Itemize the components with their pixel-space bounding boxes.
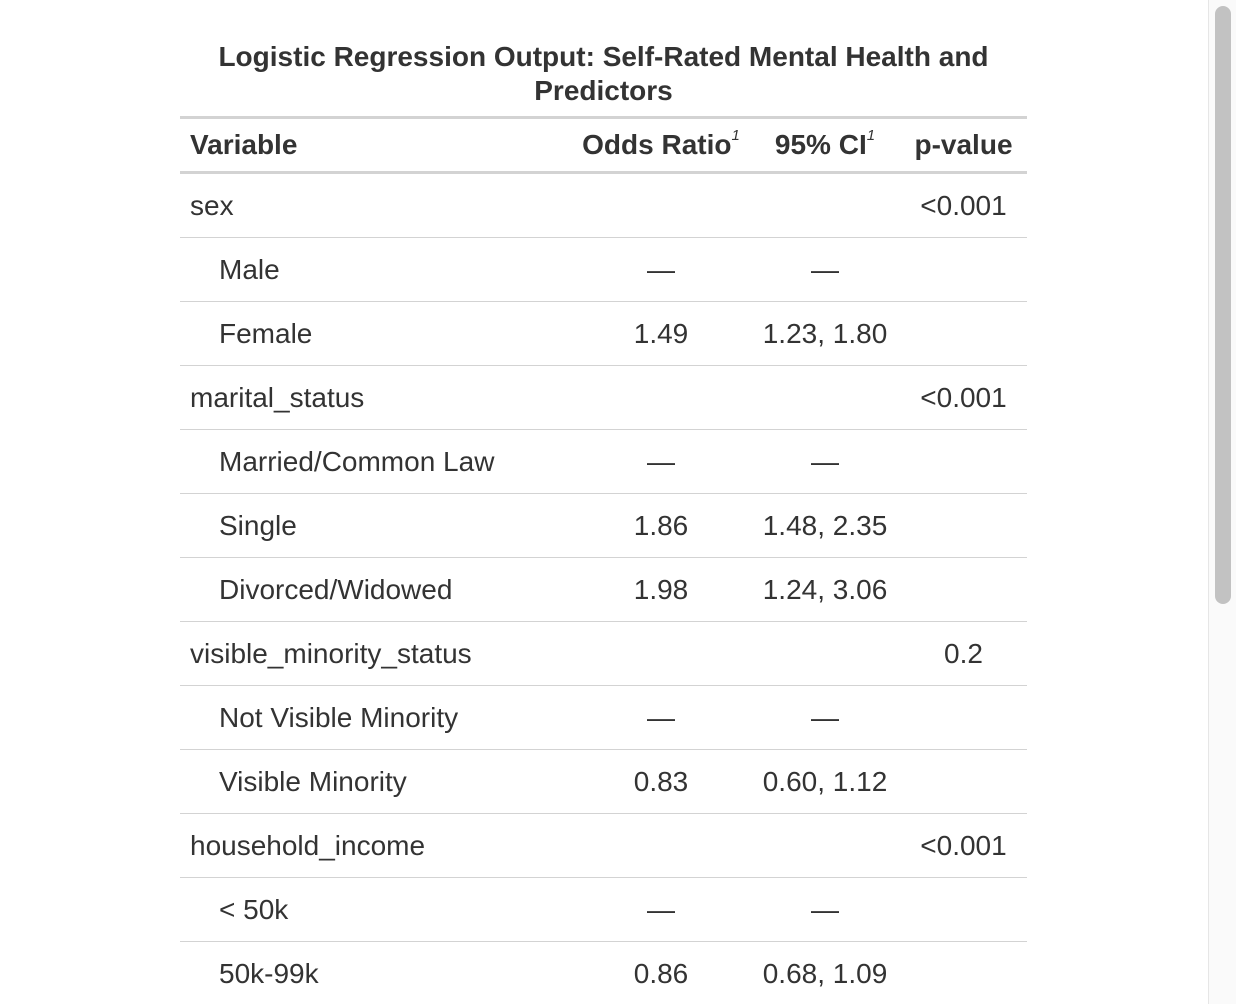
p-value-cell: <0.001 (900, 172, 1027, 238)
ci-cell: — (750, 429, 900, 494)
odds-ratio-cell: 0.83 (572, 749, 750, 814)
p-value-cell (900, 557, 1027, 622)
ci-cell: — (750, 237, 900, 302)
header-ci: 95% CI1 (750, 119, 900, 174)
ci-cell (750, 621, 900, 686)
header-variable: Variable (180, 119, 572, 174)
ci-cell: 0.60, 1.12 (750, 749, 900, 814)
table-row: sex <0.001 (180, 172, 1027, 238)
ci-cell: 1.23, 1.80 (750, 301, 900, 366)
odds-ratio-cell: 1.49 (572, 301, 750, 366)
ci-cell: — (750, 685, 900, 750)
odds-ratio-cell: 1.98 (572, 557, 750, 622)
ci-cell (750, 813, 900, 878)
p-value-cell (900, 685, 1027, 750)
odds-ratio-cell (572, 172, 750, 238)
level-label: Female (180, 301, 572, 366)
variable-label: visible_minority_status (180, 621, 572, 686)
p-value-cell: <0.001 (900, 813, 1027, 878)
scrollbar-thumb[interactable] (1215, 6, 1231, 604)
table-title: Logistic Regression Output: Self-Rated M… (180, 40, 1027, 119)
header-odds-ratio: Odds Ratio1 (572, 119, 750, 174)
odds-ratio-cell (572, 813, 750, 878)
table-row: marital_status <0.001 (180, 365, 1027, 430)
header-odds-ratio-footnote: 1 (731, 127, 740, 144)
odds-ratio-cell (572, 365, 750, 430)
table-row: 50k-99k 0.86 0.68, 1.09 (180, 941, 1027, 1004)
level-label: Divorced/Widowed (180, 557, 572, 622)
table-row: visible_minority_status 0.2 (180, 621, 1027, 686)
p-value-cell (900, 941, 1027, 1004)
table-body: sex <0.001 Male — — Female 1.49 1.23, 1.80 marit… (180, 172, 1027, 1004)
p-value-cell (900, 877, 1027, 942)
level-label: Male (180, 237, 572, 302)
p-value-cell (900, 429, 1027, 494)
regression-table: Variable Odds Ratio1 95% CI1 p-value sex… (180, 119, 1027, 1004)
regression-table-container: Logistic Regression Output: Self-Rated M… (180, 40, 1027, 1004)
odds-ratio-cell: 1.86 (572, 493, 750, 558)
p-value-cell: <0.001 (900, 365, 1027, 430)
level-label: Visible Minority (180, 749, 572, 814)
level-label: Single (180, 493, 572, 558)
variable-label: marital_status (180, 365, 572, 430)
variable-label: household_income (180, 813, 572, 878)
variable-label: sex (180, 172, 572, 238)
header-row: Variable Odds Ratio1 95% CI1 p-value (180, 119, 1027, 174)
ci-cell: 1.48, 2.35 (750, 493, 900, 558)
level-label: Married/Common Law (180, 429, 572, 494)
odds-ratio-cell: 0.86 (572, 941, 750, 1004)
odds-ratio-cell: — (572, 429, 750, 494)
ci-cell: 0.68, 1.09 (750, 941, 900, 1004)
table-row: Not Visible Minority — — (180, 685, 1027, 750)
odds-ratio-cell: — (572, 685, 750, 750)
table-row: household_income <0.001 (180, 813, 1027, 878)
level-label: < 50k (180, 877, 572, 942)
header-odds-ratio-label: Odds Ratio (582, 129, 732, 160)
header-ci-label: 95% CI (774, 129, 867, 160)
vertical-scrollbar[interactable] (1208, 0, 1236, 1004)
table-row: Visible Minority 0.83 0.60, 1.12 (180, 749, 1027, 814)
level-label: 50k-99k (180, 941, 572, 1004)
table-row: Married/Common Law — — (180, 429, 1027, 494)
header-ci-footnote: 1 (866, 127, 876, 144)
header-p-value: p-value (900, 119, 1027, 174)
p-value-cell (900, 493, 1027, 558)
p-value-cell (900, 749, 1027, 814)
p-value-cell: 0.2 (900, 621, 1027, 686)
ci-cell: 1.24, 3.06 (750, 557, 900, 622)
p-value-cell (900, 237, 1027, 302)
odds-ratio-cell: — (572, 877, 750, 942)
ci-cell (750, 172, 900, 238)
table-row: < 50k — — (180, 877, 1027, 942)
odds-ratio-cell: — (572, 237, 750, 302)
table-row: Male — — (180, 237, 1027, 302)
odds-ratio-cell (572, 621, 750, 686)
p-value-cell (900, 301, 1027, 366)
level-label: Not Visible Minority (180, 685, 572, 750)
table-row: Divorced/Widowed 1.98 1.24, 3.06 (180, 557, 1027, 622)
ci-cell (750, 365, 900, 430)
ci-cell: — (750, 877, 900, 942)
table-row: Single 1.86 1.48, 2.35 (180, 493, 1027, 558)
table-row: Female 1.49 1.23, 1.80 (180, 301, 1027, 366)
